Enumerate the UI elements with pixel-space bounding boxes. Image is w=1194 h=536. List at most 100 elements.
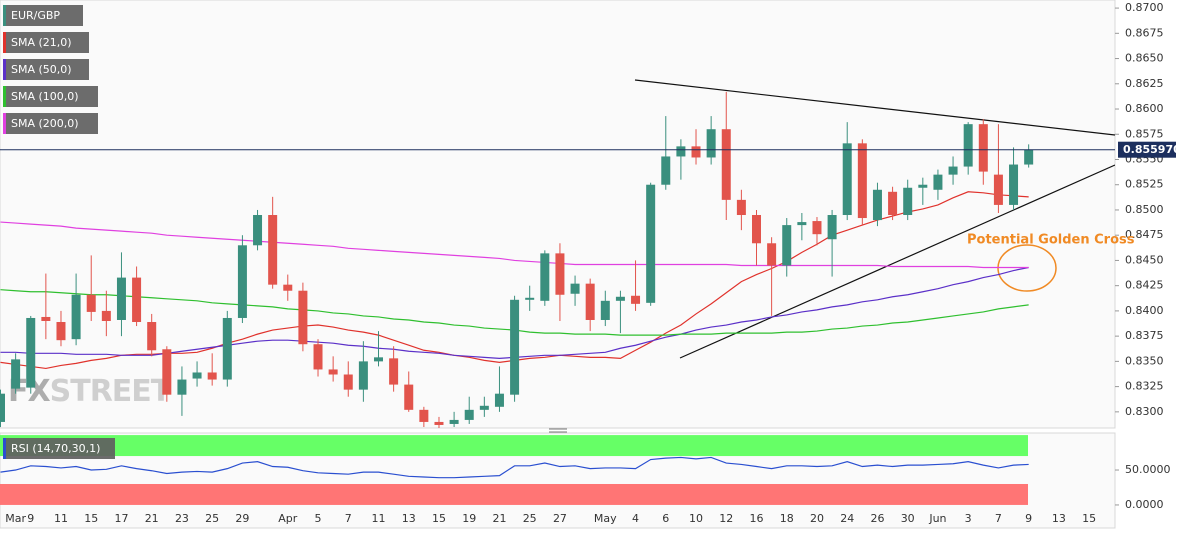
legend-label: SMA (50,0) — [11, 63, 72, 76]
candle-body — [600, 300, 610, 320]
trend-line — [679, 164, 1115, 359]
x-tick-label: 20 — [810, 512, 824, 525]
candle-body — [540, 253, 550, 301]
candle-body — [736, 199, 746, 216]
rsi-band — [0, 435, 1028, 457]
rsi-plot — [0, 435, 1029, 505]
x-tick-label: 15 — [1082, 512, 1096, 525]
candle-body — [177, 379, 187, 395]
y-tick-label: 0.8700 — [1125, 1, 1164, 14]
x-tick-label: 11 — [372, 512, 386, 525]
candle-body — [419, 409, 429, 422]
watermark: FXSTREET — [8, 374, 172, 409]
candle-body — [343, 374, 353, 390]
candle-body — [706, 129, 716, 158]
candle-body — [222, 317, 232, 380]
y-tick-label: 0.8575 — [1125, 127, 1164, 140]
legend-box — [3, 59, 89, 80]
x-tick-label: 24 — [840, 512, 854, 525]
rsi-band — [0, 483, 1028, 505]
candle-body — [782, 225, 792, 266]
candle-body — [313, 344, 323, 370]
candle-body — [101, 310, 111, 321]
panel-handle — [549, 428, 567, 433]
x-tick-label: 26 — [870, 512, 884, 525]
legend-label: SMA (200,0) — [11, 117, 79, 130]
x-tick-label: 13 — [1052, 512, 1066, 525]
legend-label: EUR/GBP — [11, 9, 60, 22]
candle-body — [253, 215, 263, 246]
candle-body — [978, 124, 988, 172]
candle-body — [71, 294, 81, 340]
x-tick-label: 29 — [235, 512, 249, 525]
x-tick-label: 17 — [114, 512, 128, 525]
candle-body — [570, 283, 580, 294]
x-tick-label: 3 — [965, 512, 972, 525]
y-tick-label: 0.8375 — [1125, 329, 1164, 342]
legend-label: SMA (21,0) — [11, 36, 72, 49]
y-tick-label: 0.8500 — [1125, 203, 1164, 216]
watermark-part: STREET — [50, 374, 172, 409]
candle-body — [358, 361, 368, 390]
overlay-layer: 0.8300 0.8325 0.8350 0.8375 0.8400 0.8425 0.84… — [0, 1, 1181, 525]
y-tick-label: 0.8300 — [1125, 405, 1164, 418]
candle-body — [479, 405, 489, 410]
candle-body — [933, 174, 943, 190]
candle-body — [132, 277, 142, 323]
x-tick-label: 11 — [54, 512, 68, 525]
candle-body — [298, 290, 308, 345]
candle-body — [283, 284, 293, 291]
x-tick-label: 16 — [750, 512, 764, 525]
candle-body — [510, 299, 520, 395]
trend-line — [634, 79, 1115, 136]
x-tick-label: 15 — [432, 512, 446, 525]
x-tick-label: 7 — [345, 512, 352, 525]
x-tick-label: 25 — [523, 512, 537, 525]
legend-box — [3, 5, 83, 26]
candle-body — [918, 184, 928, 188]
x-tick-label: Apr — [278, 512, 298, 525]
candle-body — [434, 421, 444, 425]
candle-body — [404, 384, 414, 410]
candle-body — [1024, 149, 1034, 165]
candle-body — [963, 124, 973, 167]
candle-body — [464, 409, 474, 420]
background-layer: FXSTREET — [8, 374, 173, 409]
rsi-tick-label: 50.0000 — [1125, 463, 1171, 476]
x-tick-label: 7 — [995, 512, 1002, 525]
legend-swatch — [3, 86, 6, 107]
x-tick-label: 13 — [402, 512, 416, 525]
candle-body — [26, 317, 36, 388]
candle-body — [162, 349, 172, 395]
candle-body — [374, 357, 383, 362]
legend-label: RSI (14,70,30,1) — [11, 442, 100, 455]
x-tick-label: 18 — [780, 512, 794, 525]
candle-body — [585, 283, 595, 320]
legend-box — [3, 86, 98, 107]
legend-swatch — [3, 32, 6, 53]
candle-body — [192, 372, 202, 379]
x-tick-label: 15 — [84, 512, 98, 525]
y-tick-label: 0.8350 — [1125, 354, 1164, 367]
candle-body — [328, 369, 338, 375]
candle-body — [389, 358, 399, 385]
sma-line — [0, 221, 1029, 269]
candle-body — [827, 215, 837, 240]
candle-body — [555, 253, 565, 295]
legend-swatch — [3, 438, 6, 459]
candle-body — [494, 393, 504, 407]
candle-body — [86, 294, 96, 312]
x-tick-label: 25 — [205, 512, 219, 525]
candle-body — [449, 419, 459, 424]
x-tick-label: 10 — [689, 512, 703, 525]
rsi-line — [0, 456, 1029, 479]
x-tick-label: 30 — [901, 512, 915, 525]
candle-body — [116, 277, 126, 320]
x-tick-label: Mar — [5, 512, 26, 525]
candle-body — [676, 146, 686, 157]
candle-body — [872, 189, 882, 221]
y-tick-label: 0.8600 — [1125, 102, 1164, 115]
candle-body — [41, 316, 51, 321]
y-tick-label: 0.8650 — [1125, 52, 1164, 65]
candle-body — [207, 372, 217, 380]
